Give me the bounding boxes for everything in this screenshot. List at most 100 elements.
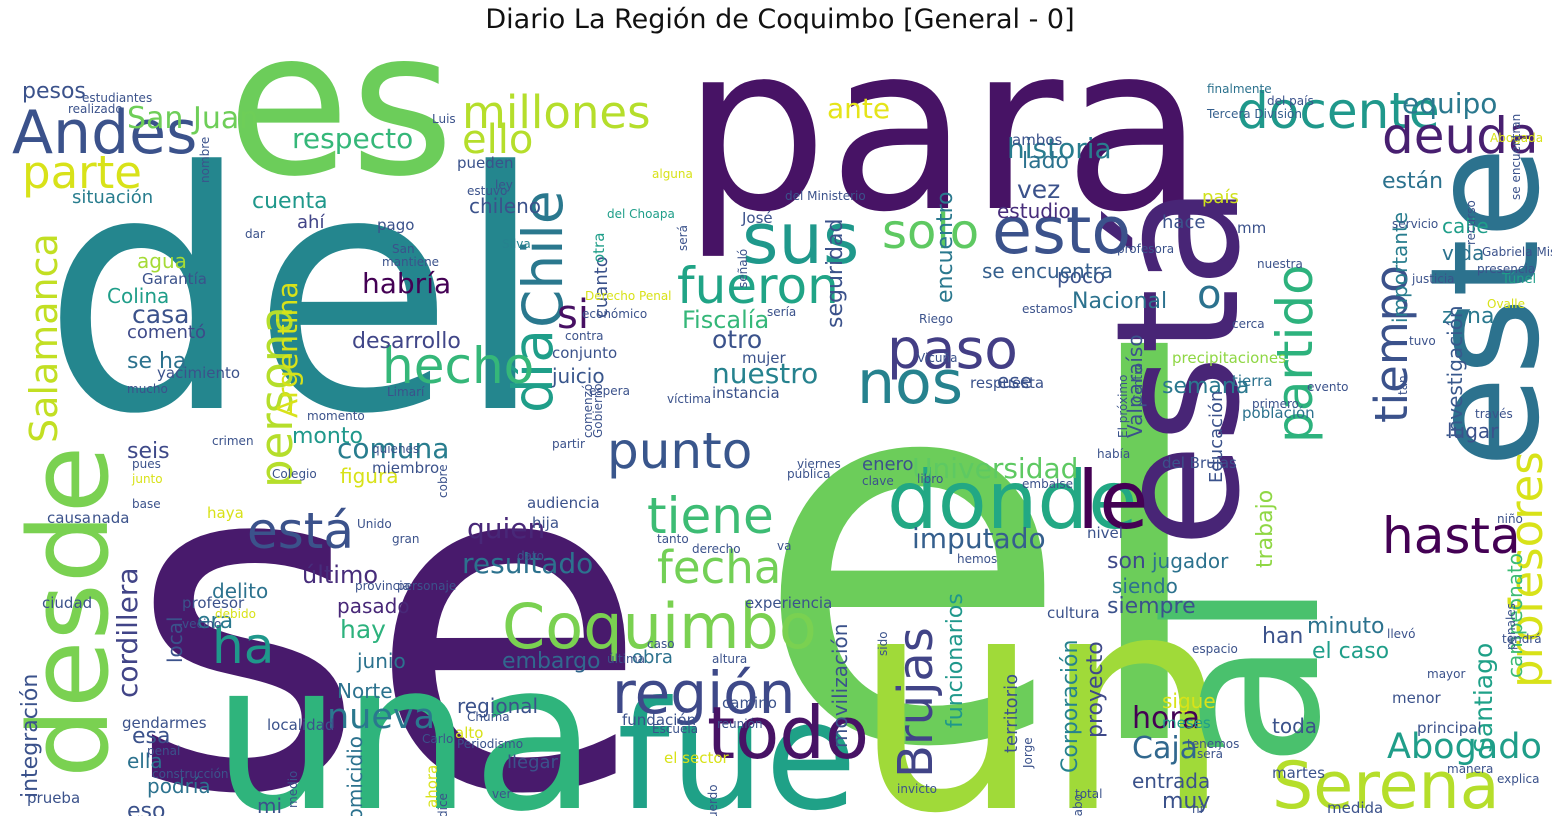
word-cloud-word: del Brujas xyxy=(1162,454,1237,472)
word-cloud-word: precipitaciones xyxy=(1172,349,1286,367)
word-cloud-word: Ovalle xyxy=(1487,297,1525,311)
word-cloud-word: sus xyxy=(742,198,859,280)
word-cloud-word: derecho xyxy=(692,542,741,556)
word-cloud-word: tuvo xyxy=(1409,334,1436,348)
word-cloud-word: cultura xyxy=(1047,604,1100,622)
word-cloud-word: provincia xyxy=(355,579,410,593)
word-cloud-word: vez xyxy=(1017,175,1060,204)
word-cloud-word: acuerdo xyxy=(706,784,720,816)
word-cloud-word: mm xyxy=(1237,219,1266,237)
word-cloud-word: estamos xyxy=(1022,302,1073,316)
word-cloud-word: nuestro xyxy=(712,357,818,390)
word-cloud-word: junto xyxy=(131,472,163,486)
word-cloud-word: son xyxy=(1107,549,1146,574)
word-cloud-word: agua xyxy=(137,249,187,273)
word-cloud-word: una xyxy=(212,619,597,816)
word-cloud-word: tenemos xyxy=(1187,737,1239,751)
word-cloud-word: siempre xyxy=(1107,594,1196,619)
word-cloud-word: construcción xyxy=(152,767,229,781)
word-cloud-word: mayor xyxy=(1427,667,1465,681)
word-cloud-word: proyecto xyxy=(1083,641,1108,738)
word-cloud-word: partir xyxy=(552,437,585,451)
word-cloud-word: haya xyxy=(207,504,244,522)
word-cloud-word: Valparaíso xyxy=(1123,334,1147,438)
word-cloud-word: Universidad xyxy=(912,452,1078,485)
word-cloud-word: respecto xyxy=(292,122,413,155)
word-cloud-word: quienes xyxy=(372,442,419,456)
word-cloud-word: Abogada xyxy=(1490,131,1543,145)
word-cloud-word: Chuma xyxy=(467,710,510,724)
word-cloud-word: Nacional xyxy=(1072,289,1167,314)
word-cloud-word: un xyxy=(852,530,1232,816)
word-cloud-word: mi xyxy=(257,794,282,816)
word-cloud-word: tierra xyxy=(1232,372,1273,390)
word-cloud-word: nada xyxy=(92,509,129,527)
word-cloud-word: tendrá xyxy=(1502,632,1542,646)
word-cloud-word: trabajo xyxy=(1253,490,1278,568)
word-cloud-word: estuvo xyxy=(467,184,507,198)
word-cloud-word: estudiantes xyxy=(82,91,152,105)
word-cloud-word: caso xyxy=(647,637,675,651)
word-cloud-word: Serena xyxy=(1272,749,1500,816)
word-cloud-word: fue xyxy=(617,670,857,816)
word-cloud-word: han xyxy=(1262,624,1303,649)
word-cloud-word: al xyxy=(1122,581,1367,768)
word-cloud-word: reunión xyxy=(717,717,763,731)
word-cloud-word: yacimiento xyxy=(157,364,240,382)
word-cloud-word: hija xyxy=(532,514,559,532)
word-cloud-word: cerca xyxy=(1232,317,1265,331)
word-cloud-word: lado xyxy=(1022,149,1069,174)
word-cloud-word: altura xyxy=(712,652,747,666)
word-cloud-word: personaje xyxy=(397,579,456,593)
word-cloud-word: cordillera xyxy=(111,567,144,698)
word-cloud-word: día xyxy=(501,329,565,413)
word-cloud-word: penales xyxy=(1504,603,1518,650)
word-cloud-word: Túnel xyxy=(1501,272,1536,287)
word-cloud-word: explica xyxy=(1497,772,1540,786)
word-cloud-word: había xyxy=(1097,447,1130,461)
word-cloud-word: quien xyxy=(467,512,545,545)
word-cloud-word: vida xyxy=(1442,241,1484,265)
word-cloud-word: llegar xyxy=(507,752,559,773)
word-cloud-word: comuna xyxy=(337,432,449,465)
word-cloud-word: principal xyxy=(1417,719,1482,737)
word-cloud-word: paso xyxy=(887,317,1018,381)
word-cloud-word: del Ministerio xyxy=(785,189,866,203)
word-cloud-word: tiempo xyxy=(1365,265,1418,423)
word-cloud-word: podría xyxy=(147,774,211,798)
word-cloud-word: ciudad xyxy=(42,594,92,612)
word-cloud-word: jueves xyxy=(1136,814,1202,816)
word-cloud-word: desde xyxy=(7,446,133,778)
word-cloud-word: evento xyxy=(1307,380,1349,394)
word-cloud-word: ante xyxy=(827,92,890,125)
word-cloud-word: pesos xyxy=(22,79,86,104)
word-cloud-word: va xyxy=(777,539,791,553)
word-cloud-word: están xyxy=(1382,169,1443,194)
word-cloud-word: Garantía xyxy=(142,270,207,288)
word-cloud-word: punto xyxy=(607,422,752,480)
word-cloud-word: del Choapa xyxy=(607,207,675,221)
word-cloud-word: momento xyxy=(307,409,365,423)
word-cloud-word: país xyxy=(1202,187,1239,208)
word-cloud-word: profesores xyxy=(1500,451,1552,688)
word-cloud-word: profesor xyxy=(182,594,245,612)
word-cloud-word: movilización xyxy=(828,624,852,748)
word-cloud-word: el xyxy=(752,255,1216,816)
word-cloud-word: hemos xyxy=(957,552,997,566)
word-cloud-word: se encuentra xyxy=(982,259,1113,283)
word-cloud-word: ley xyxy=(495,178,513,192)
word-cloud-word: niño xyxy=(1497,512,1523,526)
word-cloud-word: esto xyxy=(992,194,1131,269)
word-cloud-word: Coquimbo xyxy=(502,590,817,663)
word-cloud-word: monto xyxy=(292,424,363,449)
word-cloud-word: sido xyxy=(876,631,890,656)
word-cloud-word: Chile xyxy=(511,190,575,328)
word-cloud-word: enero xyxy=(862,454,914,475)
word-cloud-word: alto xyxy=(455,724,483,742)
word-cloud-word: pasado xyxy=(337,594,410,618)
word-cloud-word: dice xyxy=(436,793,450,816)
word-cloud-word: recurso xyxy=(1464,200,1478,245)
word-cloud-word: se xyxy=(127,360,650,816)
word-cloud-word: Riego xyxy=(919,312,953,326)
word-cloud-word: Corporación xyxy=(1058,640,1083,773)
